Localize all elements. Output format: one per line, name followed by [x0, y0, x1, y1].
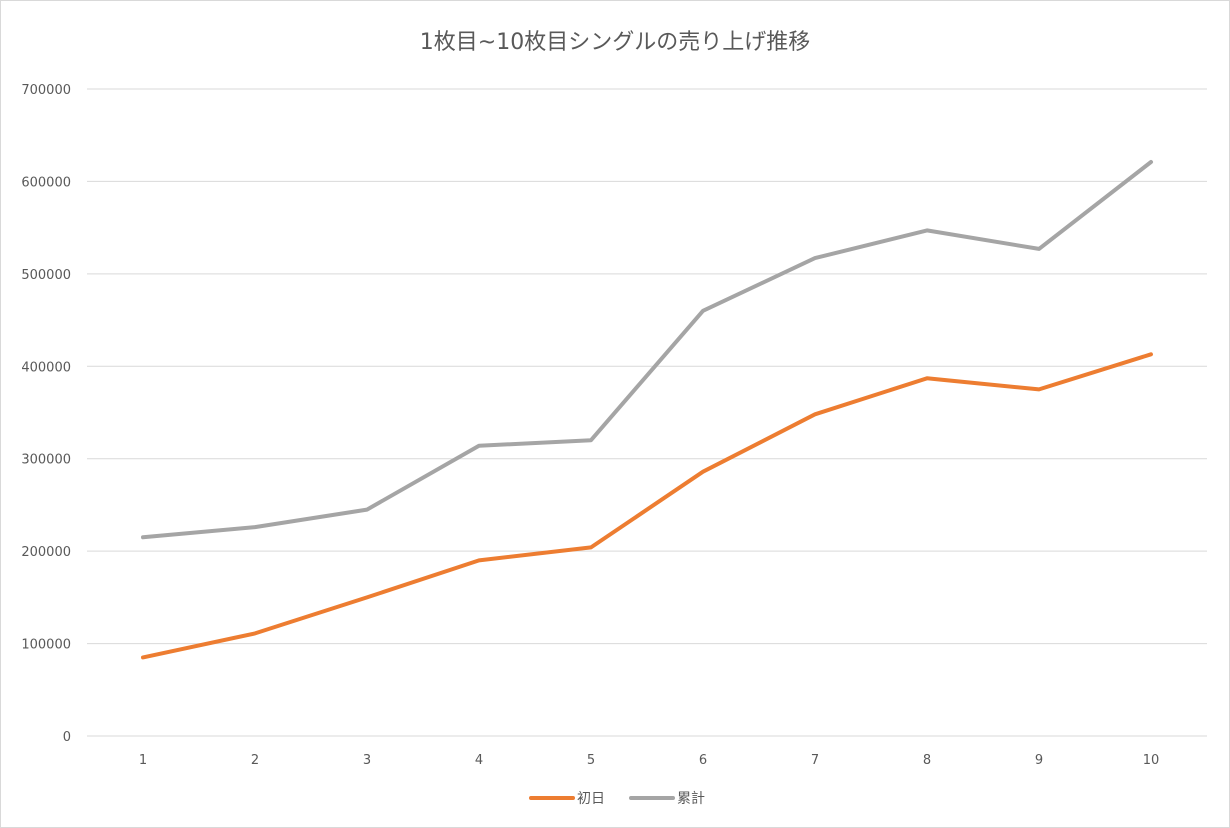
gridlines [87, 88, 1207, 737]
y-tick-label: 500000 [21, 268, 71, 283]
x-tick-label: 6 [699, 753, 707, 768]
series-line-2 [141, 160, 1153, 540]
x-tick-label: 10 [1143, 753, 1160, 768]
legend-label-2: 累計 [677, 791, 705, 807]
y-tick-label: 600000 [21, 175, 71, 190]
series-line-1 [141, 352, 1153, 660]
x-tick-label: 5 [587, 753, 595, 768]
y-tick-label: 200000 [21, 545, 71, 560]
x-axis-tick-labels: 1 2 3 4 5 6 7 8 9 10 [139, 753, 1159, 768]
y-tick-label: 400000 [21, 360, 71, 375]
x-tick-label: 7 [811, 753, 819, 768]
y-tick-label: 700000 [21, 83, 71, 98]
legend-label-1: 初日 [577, 790, 605, 807]
y-tick-label: 100000 [21, 638, 71, 653]
x-tick-label: 1 [139, 753, 147, 768]
y-tick-label: 300000 [21, 453, 71, 468]
x-tick-label: 3 [363, 753, 371, 768]
y-tick-label: 0 [63, 730, 71, 745]
x-tick-label: 2 [251, 753, 259, 768]
chart-title: 1枚目~10枚目シングルの売り上げ推移 [420, 30, 810, 55]
series-lines [141, 160, 1153, 660]
x-tick-label: 4 [475, 753, 483, 768]
y-axis-tick-labels: 0 100000 200000 300000 400000 500000 600000 700… [21, 83, 71, 745]
x-tick-label: 8 [923, 753, 931, 768]
x-tick-label: 9 [1035, 753, 1043, 768]
legend: 初日 累計 [529, 790, 705, 807]
